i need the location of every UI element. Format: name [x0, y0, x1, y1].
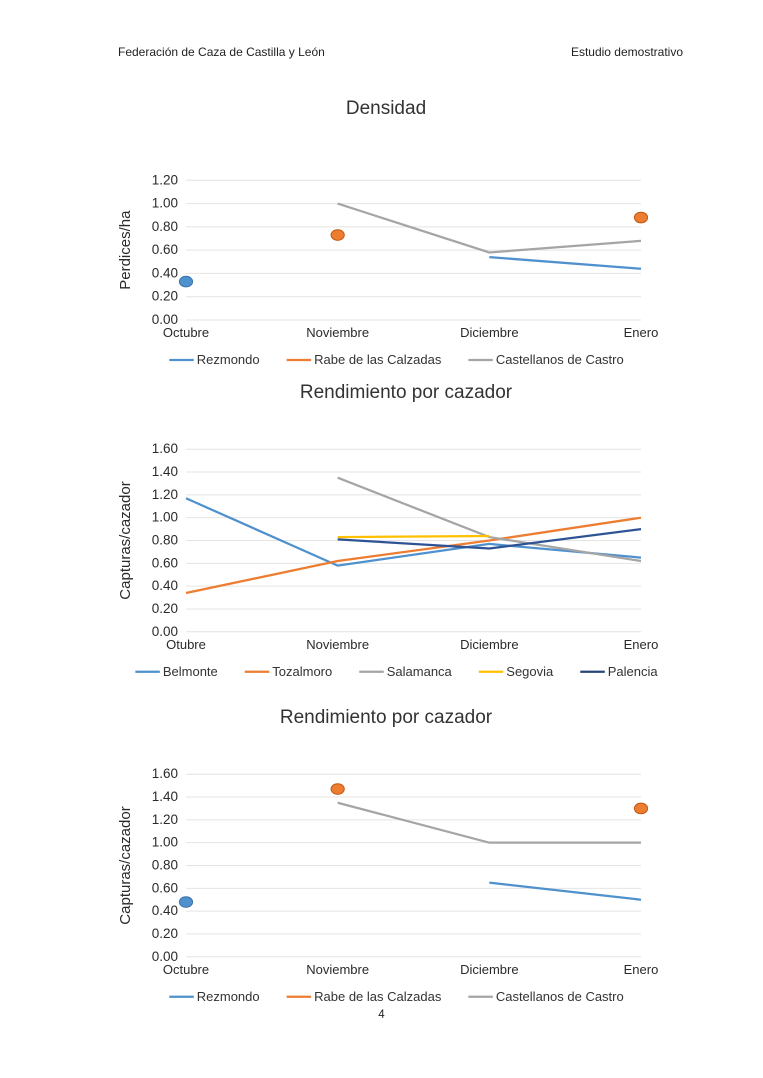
svg-text:0.20: 0.20	[152, 601, 178, 616]
svg-text:1.20: 1.20	[152, 172, 178, 187]
svg-text:0.40: 0.40	[152, 903, 178, 918]
svg-text:Rabe de las Calzadas: Rabe de las Calzadas	[314, 352, 442, 367]
svg-text:Castellanos de Castro: Castellanos de Castro	[496, 989, 624, 1004]
svg-text:Enero: Enero	[624, 962, 659, 977]
svg-text:Enero: Enero	[624, 637, 659, 652]
svg-text:1.20: 1.20	[152, 812, 178, 827]
svg-text:0.80: 0.80	[152, 219, 178, 234]
svg-text:Octubre: Octubre	[163, 962, 209, 977]
svg-text:Segovia: Segovia	[506, 664, 554, 679]
svg-text:0.60: 0.60	[152, 242, 178, 257]
svg-text:Noviembre: Noviembre	[306, 637, 369, 652]
svg-text:1.20: 1.20	[152, 487, 178, 502]
svg-text:Capturas/cazador: Capturas/cazador	[117, 481, 134, 599]
svg-text:Castellanos de Castro: Castellanos de Castro	[496, 352, 624, 367]
svg-text:Rabe de las Calzadas: Rabe de las Calzadas	[314, 989, 442, 1004]
svg-text:1.40: 1.40	[152, 464, 178, 479]
svg-text:0.60: 0.60	[152, 555, 178, 570]
svg-text:1.40: 1.40	[152, 789, 178, 804]
svg-text:Rezmondo: Rezmondo	[197, 352, 260, 367]
svg-text:0.20: 0.20	[152, 926, 178, 941]
svg-text:Noviembre: Noviembre	[306, 962, 369, 977]
svg-text:1.00: 1.00	[152, 510, 178, 525]
svg-text:Enero: Enero	[624, 325, 659, 340]
svg-text:Octubre: Octubre	[163, 325, 209, 340]
svg-text:1.60: 1.60	[152, 441, 178, 456]
svg-text:1.00: 1.00	[152, 835, 178, 850]
svg-text:1.00: 1.00	[152, 196, 178, 211]
svg-text:Diciembre: Diciembre	[460, 325, 519, 340]
svg-text:Diciembre: Diciembre	[460, 962, 519, 977]
svg-text:Perdices/ha: Perdices/ha	[117, 210, 134, 290]
svg-text:0.80: 0.80	[152, 533, 178, 548]
svg-text:0.60: 0.60	[152, 880, 178, 895]
svg-text:0.40: 0.40	[152, 265, 178, 280]
svg-text:Belmonte: Belmonte	[163, 664, 218, 679]
svg-text:Otubre: Otubre	[166, 637, 206, 652]
svg-text:Capturas/cazador: Capturas/cazador	[117, 806, 134, 924]
svg-text:0.20: 0.20	[152, 289, 178, 304]
svg-text:0.80: 0.80	[152, 858, 178, 873]
svg-text:Diciembre: Diciembre	[460, 637, 519, 652]
svg-text:Salamanca: Salamanca	[387, 664, 453, 679]
svg-text:0.40: 0.40	[152, 578, 178, 593]
svg-text:Tozalmoro: Tozalmoro	[272, 664, 332, 679]
svg-text:Rezmondo: Rezmondo	[197, 989, 260, 1004]
svg-text:Palencia: Palencia	[608, 664, 659, 679]
svg-text:Noviembre: Noviembre	[306, 325, 369, 340]
svg-text:1.60: 1.60	[152, 766, 178, 781]
